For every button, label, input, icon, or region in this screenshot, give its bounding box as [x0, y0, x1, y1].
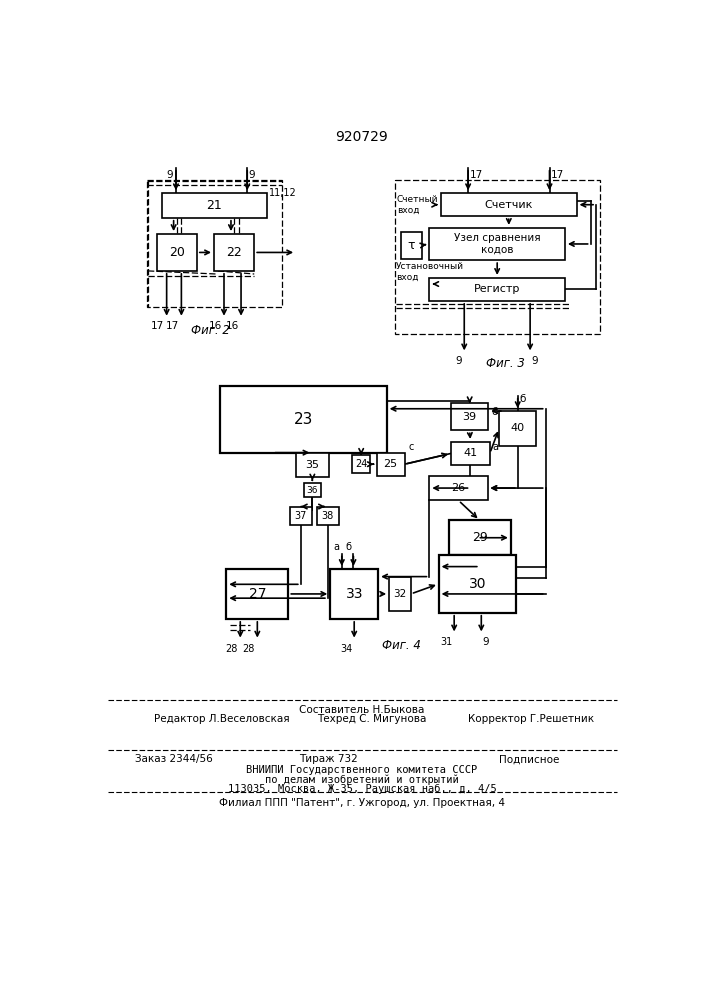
Bar [451, 403, 489, 430]
Bar [330, 569, 378, 619]
Text: 9: 9 [166, 170, 173, 180]
Text: Корректор Г.Решетник: Корректор Г.Решетник [468, 714, 595, 724]
Bar [156, 234, 197, 271]
Bar [162, 193, 267, 218]
Text: 37: 37 [295, 511, 307, 521]
Bar [220, 386, 387, 453]
Text: 30: 30 [469, 577, 486, 591]
Text: 920729: 920729 [336, 130, 388, 144]
Bar [304, 483, 321, 497]
Text: 9: 9 [532, 356, 538, 366]
Bar [499, 411, 537, 446]
Bar [290, 507, 312, 525]
Text: б: б [519, 394, 525, 404]
Text: 24: 24 [355, 459, 368, 469]
Text: Фиг. 2: Фиг. 2 [191, 324, 230, 337]
Text: Филиал ППП "Патент", г. Ужгород, ул. Проектная, 4: Филиал ППП "Патент", г. Ужгород, ул. Про… [219, 798, 505, 808]
Bar [401, 232, 422, 259]
Text: Редактор Л.Веселовская: Редактор Л.Веселовская [154, 714, 290, 724]
Text: a: a [334, 542, 339, 552]
Bar [429, 228, 565, 260]
Text: 9: 9 [483, 637, 489, 647]
Text: 31: 31 [440, 637, 452, 647]
Text: 41: 41 [463, 448, 477, 458]
Bar [451, 442, 490, 465]
Text: Регистр: Регистр [474, 284, 520, 294]
Text: б: б [491, 407, 498, 417]
Text: 29: 29 [472, 531, 488, 544]
Bar [377, 453, 404, 476]
Text: Узел сравнения
кодов: Узел сравнения кодов [454, 233, 540, 255]
Text: 35: 35 [305, 460, 320, 470]
Bar [429, 476, 488, 500]
Bar [438, 555, 516, 613]
Text: 9: 9 [455, 356, 462, 366]
Text: 22: 22 [226, 246, 242, 259]
Text: 17: 17 [551, 170, 564, 180]
Text: 40: 40 [510, 423, 525, 433]
Text: a: a [492, 442, 498, 452]
Text: 17: 17 [469, 170, 483, 180]
Bar [395, 180, 600, 334]
Bar [296, 453, 329, 477]
Text: Фиг. 4: Фиг. 4 [382, 639, 421, 652]
Text: Установочный
вход: Установочный вход [396, 262, 464, 282]
Text: 20: 20 [169, 246, 185, 259]
Text: 39: 39 [462, 412, 477, 422]
Bar [441, 193, 577, 216]
Text: Техред С. Мигунова: Техред С. Мигунова [317, 714, 426, 724]
Bar [389, 577, 411, 611]
Bar [449, 520, 510, 555]
Text: 9: 9 [249, 170, 255, 180]
Text: 38: 38 [322, 511, 334, 521]
Bar [317, 507, 339, 525]
Text: 113035, Москва, Ж-35, Раушская наб., д. 4/5: 113035, Москва, Ж-35, Раушская наб., д. … [228, 784, 496, 794]
Text: Счетный
вход: Счетный вход [397, 195, 438, 214]
Text: 16: 16 [226, 321, 239, 331]
Text: 11,12: 11,12 [269, 188, 297, 198]
Bar [429, 278, 565, 301]
Text: 36: 36 [307, 486, 318, 495]
Text: c: c [409, 442, 414, 452]
Text: 27: 27 [249, 587, 266, 601]
Text: 26: 26 [451, 483, 465, 493]
Text: 34: 34 [340, 644, 353, 654]
Text: 16: 16 [209, 321, 222, 331]
Text: 32: 32 [393, 589, 407, 599]
Text: ВНИИПИ Государственного комитета СССР: ВНИИПИ Государственного комитета СССР [246, 765, 477, 775]
Bar [352, 455, 370, 473]
Bar [226, 569, 288, 619]
Text: 21: 21 [206, 199, 222, 212]
Text: τ: τ [408, 239, 415, 252]
Text: 28: 28 [226, 644, 238, 654]
Text: 33: 33 [346, 587, 363, 601]
Text: 17: 17 [151, 321, 164, 331]
Text: по делам изобретений и открытий: по делам изобретений и открытий [265, 774, 459, 785]
Text: 17: 17 [166, 321, 179, 331]
Text: Заказ 2344/56: Заказ 2344/56 [135, 754, 213, 764]
Bar [214, 234, 255, 271]
Text: 25: 25 [384, 459, 398, 469]
Text: б: б [346, 542, 352, 552]
Bar [146, 180, 282, 307]
Text: Подписное: Подписное [499, 754, 559, 764]
Text: Фиг. 3: Фиг. 3 [486, 357, 525, 370]
Text: 23: 23 [293, 412, 313, 427]
Text: Счетчик: Счетчик [484, 200, 533, 210]
Text: 28: 28 [243, 644, 255, 654]
Text: Тираж 732: Тираж 732 [299, 754, 358, 764]
Text: Составитель Н.Быкова: Составитель Н.Быкова [299, 705, 425, 715]
